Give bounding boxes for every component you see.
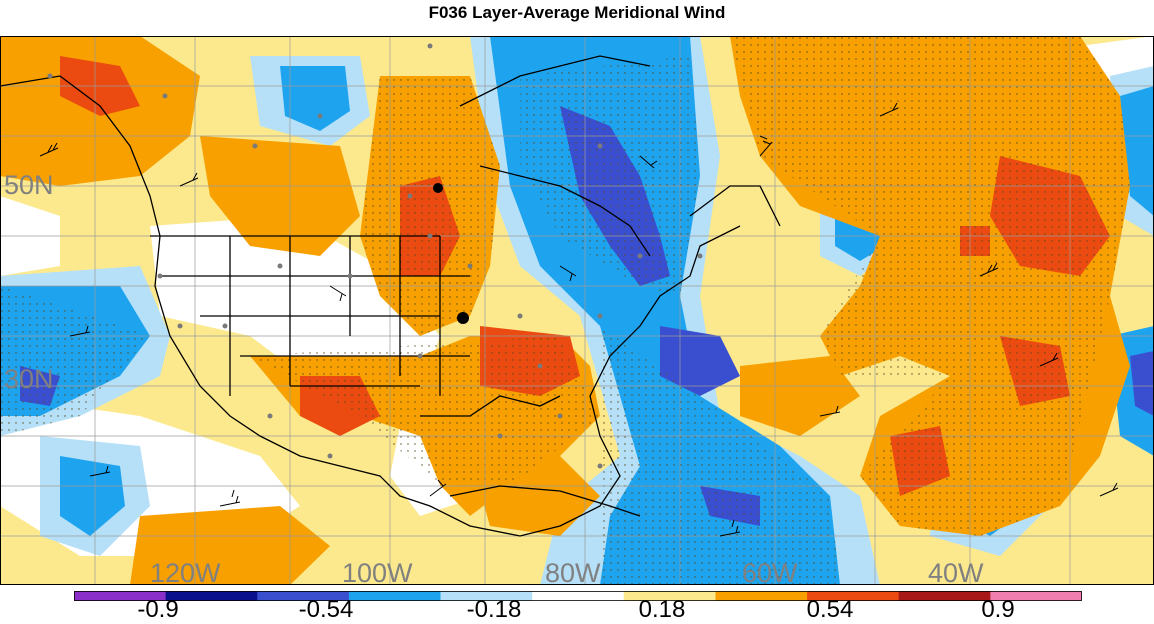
colorbar-segment: [990, 591, 1082, 601]
colorbar-label: 0.9: [981, 596, 1015, 623]
colorbar-segment: [348, 591, 441, 601]
meridional-wind-map: 50N 30N 120W 100W 80W 60W 40W: [0, 36, 1154, 586]
colorbar-label: -0.18: [466, 596, 522, 623]
colorbar-segment: [165, 591, 258, 601]
wind-barbs: [39, 102, 1119, 537]
colorbar-segment: [532, 591, 625, 601]
observation-stations: [47, 43, 703, 469]
lon-label-120w: 120W: [150, 558, 221, 586]
lon-label-80w: 80W: [545, 558, 601, 586]
colorbar-segment: [623, 591, 716, 601]
colorbar-label: 0.54: [806, 596, 854, 623]
map-title: F036 Layer-Average Meridional Wind: [428, 3, 726, 22]
lat-label-30n: 30N: [4, 364, 54, 394]
colorbar-label: 0.18: [638, 596, 686, 623]
colorbar-segment: [715, 591, 808, 601]
lon-label-40w: 40W: [928, 558, 984, 586]
color-scale-bar: [74, 591, 1082, 601]
colorbar-segment: [257, 591, 350, 601]
colorbar-segment: [440, 591, 533, 601]
colorbar-label: -0.54: [298, 596, 354, 623]
lat-label-50n: 50N: [4, 170, 54, 200]
colorbar-label: -0.9: [137, 596, 179, 623]
colorbar-border: [74, 591, 1082, 601]
lon-label-100w: 100W: [342, 558, 413, 586]
highlight-station: [457, 312, 469, 324]
coastlines-and-borders: [0, 55, 781, 537]
colorbar-segment: [74, 591, 167, 601]
highlight-station: [433, 183, 443, 193]
lon-label-60w: 60W: [742, 558, 798, 586]
colorbar-segment: [807, 591, 900, 601]
colorbar-segment: [898, 591, 991, 601]
